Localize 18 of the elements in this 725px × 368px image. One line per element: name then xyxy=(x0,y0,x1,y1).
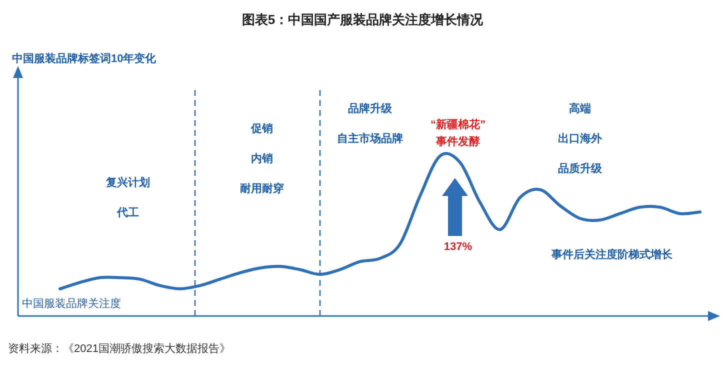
series-label: 中国服装品牌关注度 xyxy=(22,297,121,310)
annotation: 复兴计划 xyxy=(105,176,150,189)
text: 高端 xyxy=(569,102,591,115)
text: 自主市场品牌 xyxy=(337,132,403,145)
text: 品牌升级 xyxy=(348,102,393,115)
annotation: 内销 xyxy=(251,152,273,165)
text: 促销 xyxy=(250,123,273,135)
annotation: 代工 xyxy=(116,207,139,219)
chart-title: 图表5：中国国产服装品牌关注度增长情况 xyxy=(242,12,484,27)
text: 出口海外 xyxy=(558,132,603,145)
text: 资料来源：《2021国潮骄傲搜索大数据报告》 xyxy=(8,342,230,355)
annotation: 品质升级 xyxy=(558,162,603,175)
annotation: 耐用耐穿 xyxy=(240,182,284,195)
text: 事件发酵 xyxy=(435,135,480,148)
annotation: 137% xyxy=(444,241,472,253)
text: “新疆棉花” xyxy=(430,118,486,131)
text: 中国服装品牌标签词10年变化 xyxy=(12,52,158,65)
annotation: 事件后关注度阶梯式增长 xyxy=(550,248,674,261)
